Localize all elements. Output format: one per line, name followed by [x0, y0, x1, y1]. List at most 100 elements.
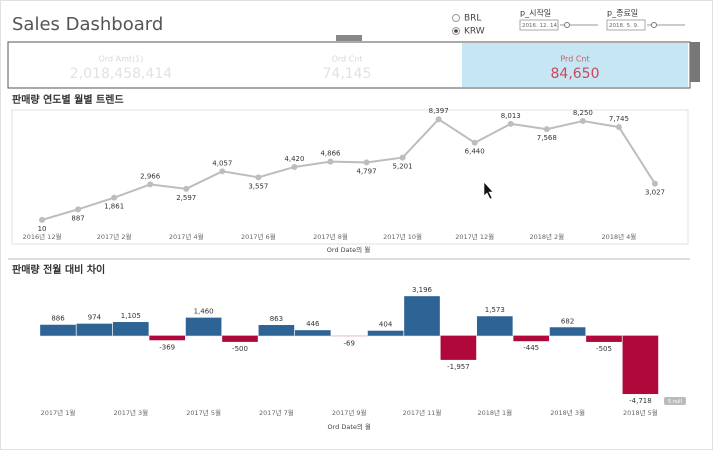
data-label: 1,460 — [194, 308, 214, 316]
x-tick-label: 2018년 5월 — [623, 408, 658, 417]
parameter-input[interactable] — [606, 19, 646, 31]
point — [399, 154, 406, 161]
data-label: -69 — [343, 340, 354, 348]
data-label: 974 — [88, 314, 102, 322]
x-tick-label: 2018년 3월 — [550, 408, 585, 417]
kpi-card-selected[interactable] — [462, 43, 688, 87]
point — [615, 124, 622, 131]
parameter-value: 2018. 5. 9. — [609, 23, 639, 29]
bar — [40, 324, 76, 336]
bar — [549, 327, 586, 336]
radio[interactable] — [452, 14, 460, 22]
x-tick-label: 2018년 2월 — [529, 232, 564, 241]
radio-label: KRW — [464, 27, 485, 37]
kpi-value[interactable]: 84,650 — [551, 66, 600, 82]
point — [651, 180, 658, 187]
cursor — [483, 181, 494, 200]
point — [291, 163, 298, 170]
point — [111, 194, 118, 201]
dashboard-title: Sales Dashboard — [12, 14, 163, 35]
data-label: 3,557 — [248, 182, 268, 190]
data-label: 446 — [306, 320, 320, 328]
data-label: 886 — [51, 315, 65, 323]
point — [363, 159, 370, 166]
data-label: 2,597 — [176, 194, 196, 202]
parameter-input[interactable] — [519, 19, 559, 31]
chart-title: 판매량 전월 대비 차이 — [12, 263, 105, 276]
drag-handle[interactable] — [336, 35, 362, 41]
chart-title: 판매량 연도별 월별 트렌드 — [12, 93, 124, 106]
point — [435, 116, 442, 123]
x-tick-label: 2018년 1월 — [477, 408, 512, 417]
data-label: 863 — [270, 315, 283, 323]
kpi-value[interactable]: 74,145 — [323, 66, 372, 82]
data-label: -445 — [523, 344, 539, 352]
bar — [149, 335, 186, 341]
data-label: 4,797 — [357, 167, 377, 175]
point — [507, 120, 514, 127]
bar — [185, 317, 222, 336]
x-tick-label: 2017년 5월 — [186, 408, 221, 417]
toolbar[interactable] — [690, 42, 700, 82]
x-axis-title: Ord Date의 월 — [327, 245, 370, 254]
bar — [112, 322, 149, 336]
x-tick-label: 2017년 2월 — [97, 232, 132, 241]
parameter-label: p_시작일 — [520, 8, 551, 18]
data-label: 8,013 — [501, 112, 521, 120]
data-label: 7,568 — [537, 134, 557, 142]
x-tick-label: 2018년 4월 — [602, 232, 637, 241]
point — [579, 118, 586, 124]
kpi-label[interactable]: Prd Cnt — [560, 55, 589, 64]
data-label: 8,397 — [429, 107, 449, 115]
point — [183, 185, 190, 192]
point — [147, 181, 154, 188]
data-label: 6,440 — [465, 148, 485, 156]
x-tick-label: 2017년 8월 — [313, 232, 348, 241]
point — [327, 158, 334, 165]
x-tick-label: 2017년 1월 — [41, 408, 76, 417]
point — [255, 174, 262, 181]
data-label: 1,105 — [121, 312, 141, 320]
point — [471, 139, 478, 146]
data-label: 2,966 — [140, 172, 161, 180]
data-label: 682 — [561, 317, 574, 325]
data-label: 7,745 — [609, 115, 629, 123]
x-tick-label: 2017년 11월 — [403, 408, 442, 417]
x-tick-label: 2017년 9월 — [332, 408, 367, 417]
bar — [222, 335, 258, 342]
kpi-label[interactable]: Ord Cnt — [332, 55, 363, 64]
data-label: 3,196 — [412, 286, 433, 294]
parameter-label: p_종료일 — [607, 9, 638, 18]
x-tick-label: 2016년 12월 — [23, 232, 62, 241]
null-indicator-text[interactable]: 5 null — [668, 399, 682, 405]
radio-label: BRL — [464, 14, 481, 24]
x-tick-label: 2017년 6월 — [241, 232, 276, 241]
kpi-value[interactable]: 2,018,458,414 — [70, 66, 173, 82]
parameter-value: 2016. 12. 14. — [522, 23, 559, 29]
bar — [404, 296, 440, 336]
bar — [476, 316, 513, 336]
data-label: -4,718 — [629, 397, 652, 405]
slider-thumb[interactable] — [651, 22, 657, 28]
x-tick-label: 2017년 7월 — [259, 408, 294, 417]
slider-thumb[interactable] — [564, 22, 570, 28]
bar — [622, 335, 659, 395]
data-label: 1,573 — [485, 306, 505, 314]
data-label: 1,861 — [104, 203, 124, 211]
x-tick-label: 2017년 12월 — [455, 232, 494, 241]
data-label: -500 — [232, 345, 248, 353]
x-axis-title: Ord Date의 월 — [327, 422, 370, 431]
data-label: -505 — [596, 345, 612, 353]
bar — [294, 330, 331, 336]
data-label: 5,201 — [393, 163, 413, 171]
bar — [586, 335, 622, 342]
data-label: 3,027 — [645, 189, 665, 197]
bar — [331, 335, 368, 337]
data-label: 4,420 — [284, 155, 304, 163]
point — [75, 206, 82, 213]
bar — [513, 335, 550, 342]
bar — [440, 335, 477, 360]
kpi-label[interactable]: Ord Amt(1) — [99, 55, 144, 64]
null-indicator[interactable] — [664, 397, 686, 405]
